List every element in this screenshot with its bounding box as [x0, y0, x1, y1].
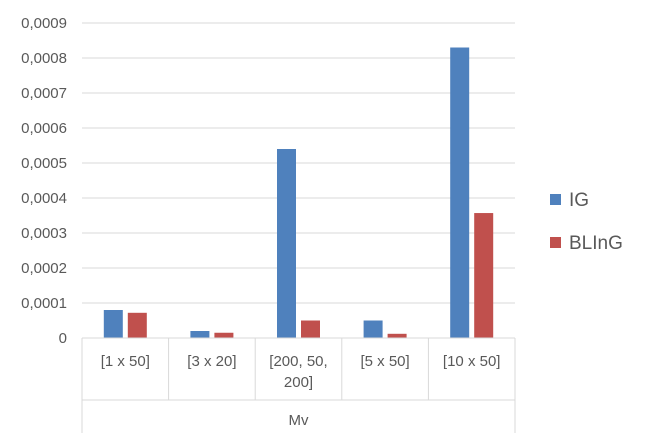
y-tick-label: 0,0002	[21, 260, 67, 277]
y-tick-label: 0,0008	[21, 50, 67, 67]
legend-label-bling: BLInG	[569, 233, 623, 254]
y-tick-label: 0,0007	[21, 85, 67, 102]
legend: IG BLInG	[550, 190, 623, 254]
x-axis	[81, 337, 516, 433]
x-category-label: [5 x 50]	[360, 353, 409, 370]
y-tick-label: 0,0005	[21, 155, 67, 172]
legend-swatch-bling	[550, 237, 561, 248]
y-axis-tick-labels: 0 0,0001 0,0002 0,0003 0,0004 0,0005 0,0006 0,0…	[21, 15, 67, 347]
bar-ig-2	[190, 331, 210, 338]
bars	[103, 47, 494, 338]
bar-bling-4	[387, 333, 407, 338]
bar-bling-3	[301, 320, 320, 338]
bar-ig-1	[103, 310, 123, 338]
y-tick-label: 0,0009	[21, 15, 67, 32]
x-category-label: [1 x 50]	[101, 353, 150, 370]
bar-bling-2	[214, 332, 234, 338]
bar-ig-5	[450, 47, 470, 338]
legend-label-ig: IG	[569, 190, 589, 211]
y-tick-label: 0,0006	[21, 120, 67, 137]
y-tick-label: 0,0004	[21, 190, 67, 207]
bar-bling-1	[127, 312, 147, 338]
y-tick-label: 0,0003	[21, 225, 67, 242]
y-tick-label: 0	[59, 330, 67, 347]
x-category-label: [3 x 20]	[187, 353, 236, 370]
x-category-label: [10 x 50]	[443, 353, 501, 370]
legend-swatch-ig	[550, 194, 561, 205]
x-axis-group-label: Mv	[289, 412, 309, 429]
bar-ig-4	[363, 320, 383, 338]
gridlines	[82, 22, 515, 304]
x-category-label: [200, 50, 200]	[269, 353, 327, 391]
bar-bling-5	[474, 213, 494, 338]
y-tick-label: 0,0001	[21, 295, 67, 312]
x-axis-category-labels: [1 x 50] [3 x 20] [200, 50, 200] [5 x 50] [10…	[101, 353, 501, 391]
bar-ig-3	[277, 149, 296, 338]
